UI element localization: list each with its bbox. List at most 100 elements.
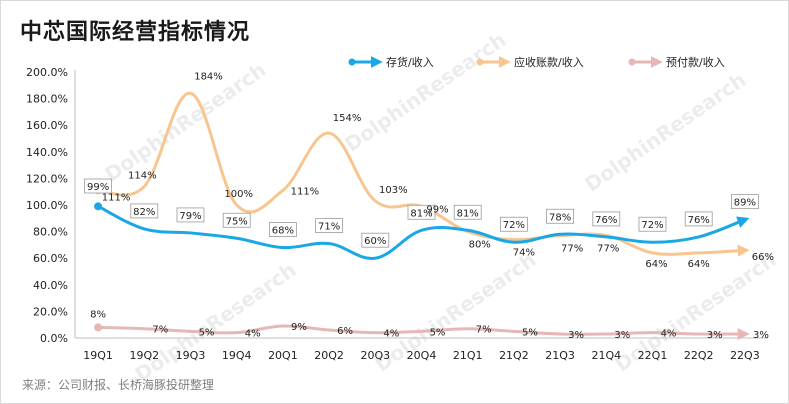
data-label-inventory: 72% <box>503 220 525 231</box>
series-line-2 <box>96 324 750 341</box>
y-tick-label: 60.0% <box>33 252 68 265</box>
x-tick-label: 19Q3 <box>176 349 206 362</box>
data-label-inventory: 60% <box>364 236 386 247</box>
data-label-inventory: 89% <box>734 198 756 209</box>
y-tick-label: 0.0% <box>40 332 68 345</box>
data-label-prepayments: 7% <box>152 325 168 336</box>
data-label-receivables: 74% <box>513 248 535 259</box>
data-label-inventory: 82% <box>133 207 155 218</box>
data-label-prepayments: 5% <box>430 327 446 338</box>
data-label-box <box>499 216 528 232</box>
source-note: 来源：公司财报、长桥海豚投研整理 <box>22 378 215 392</box>
series-line-1 <box>96 91 750 257</box>
data-label-receivables: 64% <box>688 259 710 270</box>
x-tick-label: 21Q2 <box>499 349 529 362</box>
data-label-receivables: 66% <box>752 252 774 263</box>
data-label-prepayments: 3% <box>707 330 723 341</box>
data-label-inventory: 78% <box>549 212 571 223</box>
data-label-inventory: 79% <box>179 211 201 222</box>
data-label-receivables: 99% <box>426 204 448 215</box>
x-tick-label: 22Q3 <box>730 349 760 362</box>
data-label-box <box>453 204 482 220</box>
data-label-box <box>222 212 251 228</box>
x-tick-label: 21Q3 <box>545 349 575 362</box>
data-label-inventory: 75% <box>226 216 248 227</box>
data-label-prepayments: 9% <box>291 322 307 333</box>
y-tick-label: 120.0% <box>26 172 68 185</box>
x-tick-label: 21Q1 <box>453 349 483 362</box>
data-label-box <box>407 204 436 220</box>
data-label-receivables: 154% <box>333 113 362 124</box>
data-label-inventory: 76% <box>595 215 617 226</box>
data-label-prepayments: 3% <box>753 330 769 341</box>
data-label-receivables: 100% <box>224 189 253 200</box>
x-tick-label: 19Q1 <box>83 349 113 362</box>
data-label-prepayments: 8% <box>90 309 106 320</box>
data-label-inventory: 68% <box>272 226 294 237</box>
data-label-receivables: 77% <box>597 244 619 255</box>
data-label-prepayments: 6% <box>337 326 353 337</box>
legend-marker-2 <box>628 58 636 66</box>
data-label-inventory: 81% <box>457 208 479 219</box>
data-label-box <box>638 216 667 232</box>
data-label-prepayments: 4% <box>383 329 399 340</box>
legend-label-0: 存货/收入 <box>386 55 434 69</box>
data-label-box <box>592 211 621 227</box>
data-label-box <box>130 203 159 219</box>
data-label-inventory: 71% <box>318 222 340 233</box>
data-label-box <box>315 218 344 233</box>
data-label-receivables: 80% <box>469 240 491 251</box>
x-tick-label: 20Q1 <box>268 349 298 362</box>
y-tick-label: 200.0% <box>26 66 68 79</box>
data-label-inventory: 81% <box>410 208 432 219</box>
series-line-0 <box>96 204 750 260</box>
data-label-prepayments: 4% <box>245 329 261 340</box>
data-label-receivables: 103% <box>379 185 408 196</box>
data-label-prepayments: 3% <box>614 330 630 341</box>
legend-marker-0 <box>348 58 356 66</box>
data-label-inventory: 72% <box>641 220 663 231</box>
data-label-prepayments: 5% <box>199 327 215 338</box>
x-tick-label: 19Q4 <box>222 349 252 362</box>
data-label-prepayments: 4% <box>661 329 677 340</box>
data-label-receivables: 111% <box>291 186 320 197</box>
data-label-prepayments: 3% <box>568 330 584 341</box>
x-tick-label: 20Q4 <box>407 349 437 362</box>
y-tick-label: 20.0% <box>33 305 68 318</box>
chart-title: 中芯国际经营指标情况 <box>20 20 251 45</box>
data-label-box <box>268 222 297 237</box>
x-tick-label: 22Q2 <box>684 349 714 362</box>
x-tick-label: 20Q3 <box>360 349 390 362</box>
x-tick-label: 20Q2 <box>314 349 344 362</box>
legend-label-2: 预付款/收入 <box>666 55 725 69</box>
data-label-receivables: 111% <box>102 192 131 203</box>
legend-marker-1 <box>476 58 484 66</box>
data-label-box <box>684 211 713 227</box>
data-label-prepayments: 5% <box>522 327 538 338</box>
y-tick-label: 180.0% <box>26 93 68 106</box>
data-label-receivables: 114% <box>128 170 157 181</box>
y-tick-label: 160.0% <box>26 119 68 132</box>
data-label-inventory: 76% <box>688 215 710 226</box>
legend-label-1: 应收账款/收入 <box>514 55 584 69</box>
data-label-box <box>176 207 205 223</box>
x-tick-label: 19Q2 <box>129 349 159 362</box>
y-tick-label: 40.0% <box>33 279 68 292</box>
y-tick-label: 80.0% <box>33 226 68 239</box>
data-label-box <box>84 178 112 194</box>
series-start-point-0 <box>94 202 103 211</box>
data-label-receivables: 64% <box>645 259 667 270</box>
data-label-receivables: 184% <box>194 71 223 82</box>
y-tick-label: 140.0% <box>26 146 68 159</box>
x-tick-label: 22Q1 <box>638 349 668 362</box>
data-label-box <box>546 208 574 224</box>
data-label-box <box>731 194 759 210</box>
data-label-box <box>361 232 390 248</box>
x-tick-label: 21Q4 <box>591 349 621 362</box>
data-label-inventory: 99% <box>87 182 109 193</box>
data-label-receivables: 77% <box>561 244 583 255</box>
series-start-point-2 <box>94 323 103 332</box>
y-tick-label: 100.0% <box>26 199 68 212</box>
data-label-prepayments: 7% <box>476 325 492 336</box>
